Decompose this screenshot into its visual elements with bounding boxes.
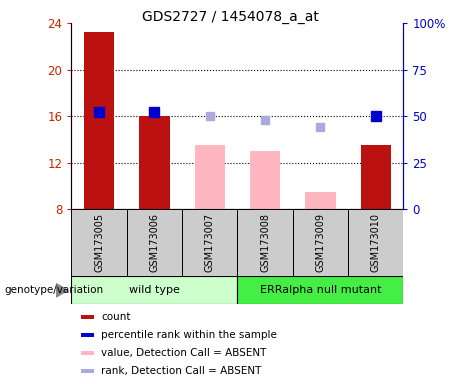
Bar — [195, 145, 225, 209]
Bar — [81, 369, 94, 373]
Bar — [293, 209, 348, 276]
Bar — [361, 145, 391, 209]
Bar — [182, 209, 237, 276]
Text: GSM173005: GSM173005 — [94, 214, 104, 272]
Bar — [305, 192, 336, 209]
Text: value, Detection Call = ABSENT: value, Detection Call = ABSENT — [101, 348, 266, 358]
Bar — [84, 32, 114, 209]
Text: percentile rank within the sample: percentile rank within the sample — [101, 330, 277, 340]
Text: GDS2727 / 1454078_a_at: GDS2727 / 1454078_a_at — [142, 10, 319, 23]
Bar — [81, 315, 94, 319]
Bar — [71, 209, 127, 276]
Text: GSM173007: GSM173007 — [205, 214, 215, 272]
Bar — [81, 333, 94, 337]
Text: ERRalpha null mutant: ERRalpha null mutant — [260, 285, 381, 295]
Text: genotype/variation: genotype/variation — [5, 285, 104, 295]
Text: GSM173006: GSM173006 — [149, 214, 160, 272]
Text: rank, Detection Call = ABSENT: rank, Detection Call = ABSENT — [101, 366, 261, 376]
Text: wild type: wild type — [129, 285, 180, 295]
Bar — [348, 209, 403, 276]
Bar — [250, 151, 280, 209]
Bar — [81, 351, 94, 355]
Text: GSM173010: GSM173010 — [371, 214, 381, 272]
Bar — [71, 276, 237, 304]
Bar — [237, 209, 293, 276]
Bar — [139, 116, 170, 209]
Text: GSM173008: GSM173008 — [260, 214, 270, 272]
Text: count: count — [101, 312, 130, 322]
Bar — [127, 209, 182, 276]
Polygon shape — [56, 284, 68, 297]
Bar — [237, 276, 403, 304]
Text: GSM173009: GSM173009 — [315, 214, 325, 272]
